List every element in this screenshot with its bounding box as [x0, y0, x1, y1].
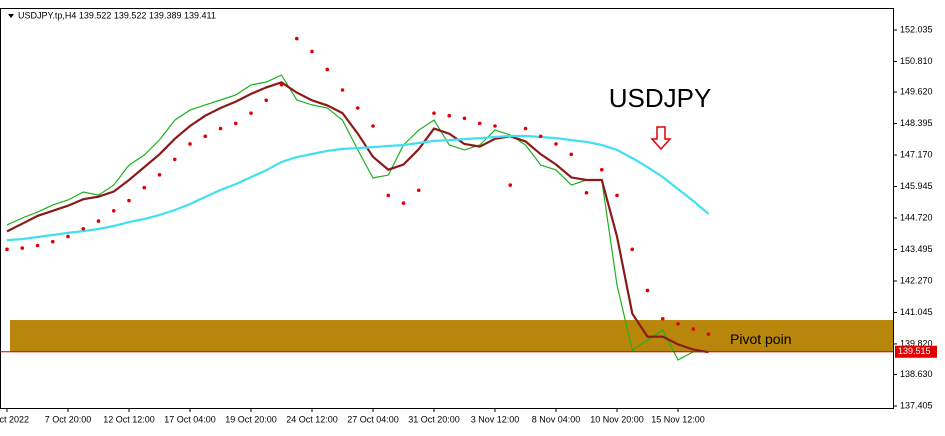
y-tick-label: 152.035: [900, 24, 933, 34]
y-tick-label: 143.495: [900, 244, 933, 254]
x-tick-label: 17 Oct 04:00: [164, 414, 216, 424]
annotation: USDJPY: [609, 83, 712, 113]
sar-dot: [20, 246, 25, 250]
sar-dot: [645, 288, 650, 293]
y-tick-label: 145.945: [900, 181, 933, 191]
sar-dot: [157, 173, 162, 177]
x-tick-label: 5 Oct 2022: [0, 414, 29, 424]
sar-dot: [203, 134, 208, 139]
sar-dot: [447, 113, 452, 118]
zone-layer: [10, 320, 893, 353]
sar-dot: [615, 193, 619, 198]
sar-dot: [188, 142, 192, 146]
sar-dot: [66, 234, 70, 239]
pivot-zone: [10, 320, 893, 353]
chart-title: USDJPY.tp,H4 139.522 139.522 139.389 139…: [18, 10, 216, 20]
series-line: [6, 81, 709, 354]
x-tick-label: 15 Nov 12:00: [651, 414, 705, 424]
sar-dot: [508, 183, 513, 187]
y-tick-label: 149.620: [900, 86, 933, 96]
down-arrow: [650, 126, 672, 151]
sar-dot: [630, 247, 635, 252]
y-tick-label: 148.395: [900, 118, 933, 128]
symbol-menu-icon[interactable]: [8, 14, 14, 18]
sar-dot: [325, 67, 330, 72]
sar-dot: [660, 316, 665, 321]
y-tick-label: 141.045: [900, 307, 933, 317]
sar-dot: [172, 157, 177, 162]
sar-dot: [233, 121, 238, 126]
x-tick-label: 27 Oct 04:00: [347, 414, 399, 424]
x-tick-label: 10 Nov 20:00: [590, 414, 644, 424]
sar-dot: [249, 111, 253, 115]
y-tick-label: 147.170: [900, 149, 933, 159]
series-line: [6, 134, 710, 242]
x-tick-label: 7 Oct 20:00: [45, 414, 92, 424]
sar-dot: [432, 111, 436, 115]
plot-frame: [0, 8, 894, 409]
sar-dot: [569, 152, 574, 157]
sar-dot: [554, 142, 558, 146]
sar-dot: [81, 226, 86, 231]
x-tick-label: 31 Oct 20:00: [408, 414, 460, 424]
sar-dot: [340, 88, 345, 92]
y-tick-label: 138.630: [900, 369, 933, 379]
y-tick-label: 139.820: [900, 338, 933, 348]
sar-dot: [676, 322, 680, 326]
sar-dot: [264, 98, 269, 103]
plot-layer: [5, 36, 711, 361]
y-tick-label: 142.270: [900, 275, 933, 285]
sar-dot: [523, 126, 528, 131]
sar-dot: [355, 106, 360, 110]
sar-dot: [599, 167, 604, 172]
y-tick-label: 137.405: [900, 400, 933, 410]
zone-label: Pivot poin: [730, 331, 791, 347]
sar-dot: [96, 219, 101, 223]
y-tick-label: 144.720: [900, 212, 933, 222]
sar-dot: [493, 124, 497, 128]
sar-dot: [111, 209, 116, 213]
sar-dot: [127, 198, 131, 203]
y-tick-label: 150.810: [900, 56, 933, 66]
x-tick-label: 3 Nov 12:00: [471, 414, 520, 424]
current-price-label: 139.515: [898, 346, 931, 356]
sar-dot: [294, 36, 299, 41]
sar-dot: [142, 185, 147, 190]
sar-dot: [462, 116, 467, 121]
sar-dot: [35, 243, 40, 248]
sar-dot: [50, 239, 55, 244]
sar-dot: [218, 126, 223, 131]
sar-dot: [386, 193, 391, 198]
sar-dot: [279, 83, 284, 87]
sar-dot: [691, 327, 696, 331]
sar-dot: [5, 247, 9, 252]
x-tick-label: 12 Oct 12:00: [103, 414, 155, 424]
sar-dot: [477, 121, 482, 126]
x-tick-label: 8 Nov 04:00: [532, 414, 581, 424]
sar-dot: [401, 201, 406, 205]
sar-dot: [538, 134, 543, 139]
sar-dot: [584, 191, 589, 195]
sar-dot: [416, 188, 421, 193]
x-tick-label: 24 Oct 12:00: [286, 414, 338, 424]
sar-dot: [371, 124, 375, 128]
sar-dot: [310, 49, 314, 54]
sar-dot: [706, 332, 711, 336]
current-price-box: [895, 345, 937, 358]
x-tick-label: 19 Oct 20:00: [225, 414, 277, 424]
